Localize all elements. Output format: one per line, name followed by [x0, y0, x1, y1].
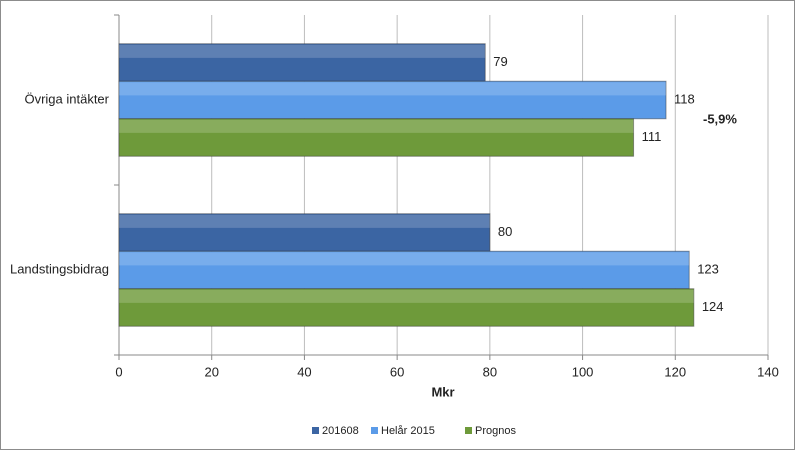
y-tick-label: Landstingsbidrag: [10, 261, 109, 276]
value-label: 124: [702, 299, 724, 314]
x-tick-label: 0: [115, 364, 122, 379]
bar-highlight: [119, 82, 667, 96]
legend-swatch: [312, 427, 319, 434]
legend-label: Helår 2015: [381, 425, 435, 437]
bar: [118, 288, 695, 327]
bar: [118, 118, 635, 157]
x-tick-label: 140: [757, 364, 779, 379]
x-tick-label: 60: [390, 364, 404, 379]
value-label: 79: [493, 54, 507, 69]
bar-highlight: [119, 119, 634, 133]
value-label: 123: [697, 261, 719, 276]
bar: [118, 43, 486, 82]
legend-swatch: [465, 427, 472, 434]
bar-highlight: [119, 289, 694, 303]
value-label: 80: [498, 224, 512, 239]
x-tick-label: 120: [664, 364, 686, 379]
x-tick-label: 80: [483, 364, 497, 379]
x-tick-label: 100: [572, 364, 594, 379]
x-tick-label: 40: [297, 364, 311, 379]
value-label: 111: [642, 129, 662, 144]
bar-highlight: [119, 214, 490, 228]
legend-swatch: [371, 427, 378, 434]
bar-highlight: [119, 252, 690, 266]
bar-highlight: [119, 44, 486, 58]
bar: [118, 213, 491, 252]
legend-label: 201608: [322, 425, 359, 437]
value-label: 118: [674, 91, 695, 106]
y-tick-label: Övriga intäkter: [24, 91, 109, 106]
bar: [118, 80, 667, 120]
x-axis-label: Mkr: [431, 384, 454, 399]
x-tick-label: 20: [204, 364, 218, 379]
legend-label: Prognos: [475, 425, 516, 437]
annotation: -5,9%: [703, 111, 737, 126]
